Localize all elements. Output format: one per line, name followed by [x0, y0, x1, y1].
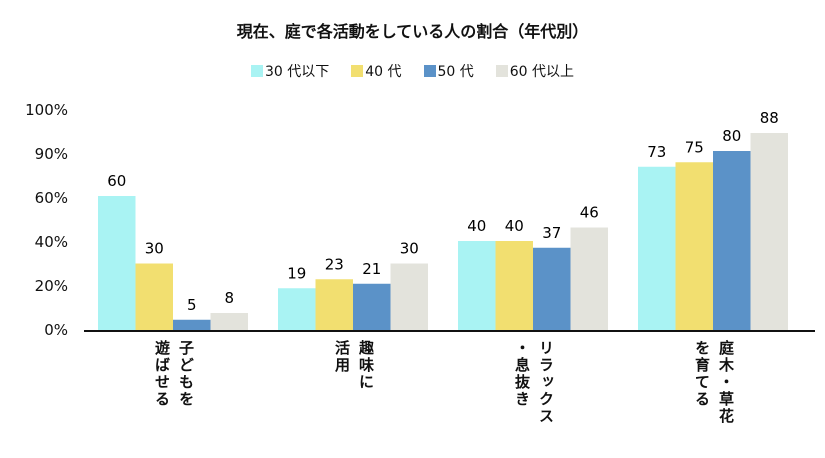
- legend-label: 50 代: [437, 64, 474, 80]
- chart-title: 現在、庭で各活動をしている人の割合（年代別）: [236, 22, 589, 41]
- data-label: 21: [362, 260, 381, 278]
- y-tick-label: 20%: [34, 277, 68, 295]
- data-label: 46: [580, 204, 599, 222]
- data-label: 60: [107, 172, 126, 190]
- legend: 30 代以下 40 代 50 代 60 代以上: [0, 61, 825, 81]
- legend-label: 40 代: [365, 64, 402, 80]
- data-label: 88: [760, 109, 779, 127]
- legend-item: 50 代: [423, 61, 474, 81]
- data-label: 30: [145, 240, 164, 258]
- data-label: 19: [287, 264, 306, 282]
- bar: [353, 283, 391, 331]
- data-label: 40: [467, 217, 486, 235]
- legend-item: 40 代: [351, 61, 402, 81]
- bar: [98, 196, 136, 331]
- bar: [495, 241, 533, 331]
- data-label: 23: [325, 255, 344, 273]
- bar: [210, 313, 248, 331]
- legend-swatch: [250, 65, 263, 77]
- data-label: 73: [647, 143, 666, 161]
- data-label: 30: [400, 240, 419, 258]
- data-label: 37: [542, 224, 561, 242]
- bar: [713, 151, 751, 331]
- category-label: 庭木・草花 を育てる: [693, 340, 735, 425]
- y-tick-label: 60%: [34, 189, 68, 207]
- bar: [315, 279, 353, 331]
- bar: [278, 288, 316, 331]
- y-tick-label: 40%: [34, 233, 68, 251]
- bar: [570, 227, 608, 331]
- legend-item: 30 代以下: [250, 61, 330, 81]
- data-label: 8: [224, 289, 234, 307]
- bar: [533, 247, 571, 331]
- data-label: 80: [722, 127, 741, 145]
- legend-label: 30 代以下: [264, 64, 330, 80]
- y-tick-label: 100%: [25, 101, 68, 119]
- legend-swatch: [423, 65, 436, 77]
- data-label: 40: [505, 217, 524, 235]
- bar: [173, 319, 211, 331]
- bar: [135, 263, 173, 331]
- bar: [750, 133, 788, 331]
- legend-swatch: [351, 65, 364, 77]
- bar: [638, 166, 676, 331]
- y-tick-label: 90%: [34, 145, 68, 163]
- legend-item: 60 代以上: [495, 61, 575, 81]
- data-label: 75: [685, 138, 704, 156]
- legend-swatch: [495, 65, 508, 77]
- bar: [675, 162, 713, 331]
- category-label: リラックス ・息抜き: [513, 340, 555, 425]
- category-label: 子どもを 遊ばせる: [153, 340, 195, 408]
- category-label: 趣味に 活用: [333, 340, 375, 391]
- bar: [458, 241, 496, 331]
- bar: [390, 263, 428, 331]
- data-label: 5: [187, 296, 197, 314]
- y-tick-label: 0%: [44, 321, 68, 339]
- legend-label: 60 代以上: [509, 64, 575, 80]
